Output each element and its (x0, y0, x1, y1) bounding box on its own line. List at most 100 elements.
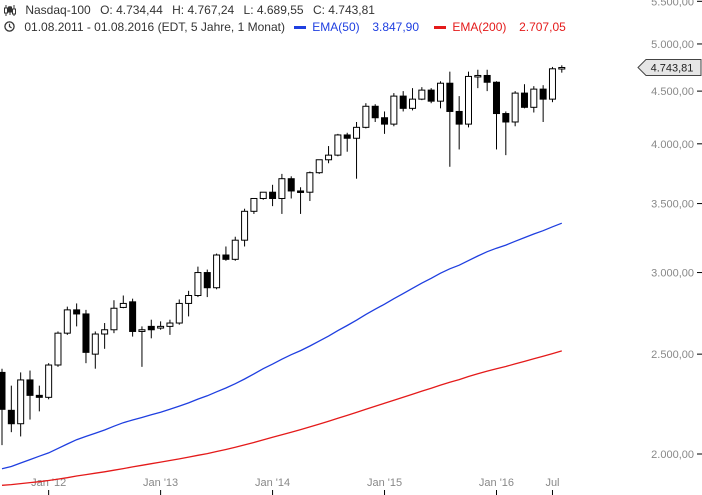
candle-body (129, 301, 137, 332)
candle[interactable] (437, 81, 445, 109)
candle[interactable] (492, 81, 500, 150)
ema50-label: EMA(50) (312, 20, 360, 34)
candle[interactable] (231, 236, 239, 261)
candle-body (259, 191, 267, 199)
x-axis: Jan '12 Jan '13 Jan '14 Jan '15 Jan '16 Jul (31, 477, 560, 495)
candle-body (390, 95, 398, 125)
candle[interactable] (315, 159, 323, 174)
candle[interactable] (91, 331, 99, 369)
candle-body (437, 82, 445, 102)
candle[interactable] (82, 309, 90, 364)
candle[interactable] (418, 87, 426, 101)
candle[interactable] (381, 111, 389, 134)
legend-ema200[interactable]: EMA(200) 2.707,05 (434, 20, 571, 34)
candle-body (63, 309, 71, 334)
candle[interactable] (241, 208, 249, 247)
candle[interactable] (530, 86, 538, 113)
date-range[interactable]: 01.08.2011 - 01.08.2016 (EDT, 5 Jahre, 1… (24, 20, 285, 34)
candle[interactable] (194, 266, 202, 298)
candle[interactable] (343, 132, 351, 152)
candle[interactable] (259, 191, 267, 200)
candle-body (287, 178, 295, 192)
candle[interactable] (362, 103, 370, 129)
candle[interactable] (287, 176, 295, 199)
y-tick-label: 4.000,00 (651, 139, 694, 151)
candle[interactable] (213, 253, 221, 290)
candle[interactable] (175, 299, 183, 325)
ema50-line (1, 222, 563, 470)
candle[interactable] (203, 269, 211, 298)
candle[interactable] (371, 104, 379, 122)
candle-body (222, 254, 230, 260)
candle-body (213, 254, 221, 289)
candle[interactable] (474, 69, 482, 89)
candle-body (194, 272, 202, 297)
candle[interactable] (353, 121, 361, 179)
x-tick-label: Jan '12 (31, 477, 66, 489)
candle-body (446, 82, 454, 112)
candle[interactable] (35, 385, 43, 412)
candle[interactable] (455, 96, 463, 150)
candle[interactable] (269, 184, 277, 207)
y-tick-label: 2.500,00 (651, 349, 694, 361)
candle[interactable] (465, 71, 472, 128)
candle[interactable] (306, 171, 314, 202)
candle[interactable] (539, 85, 547, 122)
candle[interactable] (483, 69, 491, 92)
candle[interactable] (297, 187, 305, 214)
candle-body (250, 197, 258, 212)
candle[interactable] (110, 300, 118, 334)
candle-body (35, 394, 43, 398)
candle[interactable] (101, 323, 109, 349)
candle[interactable] (63, 306, 71, 335)
legend-ema50[interactable]: EMA(50) 3.847,90 (294, 20, 425, 34)
candle-body (502, 113, 510, 123)
candle[interactable] (45, 363, 53, 400)
clock-icon[interactable] (4, 20, 18, 34)
candle[interactable] (399, 91, 407, 112)
candle[interactable] (7, 385, 15, 433)
candle[interactable] (147, 319, 155, 339)
candle[interactable] (73, 303, 81, 327)
candle[interactable] (250, 197, 258, 214)
candle-body (166, 322, 174, 327)
candle[interactable] (446, 71, 454, 167)
candle-body (26, 379, 34, 396)
candle[interactable] (185, 290, 193, 317)
y-axis: 2.000,00 2.500,00 3.000,00 3.500,00 4.000,00… (651, 0, 702, 461)
candle[interactable] (119, 295, 127, 309)
candle[interactable] (157, 321, 165, 330)
candle[interactable] (222, 246, 230, 261)
ema200-label: EMA(200) (452, 20, 507, 34)
candle[interactable] (390, 93, 398, 127)
candle[interactable] (325, 146, 333, 164)
candle[interactable] (129, 298, 137, 337)
candle[interactable] (166, 319, 174, 335)
y-tick-label: 5.500,00 (651, 0, 694, 8)
candle[interactable] (520, 84, 528, 109)
candle[interactable] (138, 326, 146, 367)
candle-body (371, 105, 379, 119)
candle[interactable] (511, 91, 519, 127)
candle[interactable] (0, 368, 6, 446)
candle[interactable] (54, 331, 62, 367)
candlestick-icon[interactable] (4, 3, 19, 17)
candle-body (157, 325, 165, 329)
candle-body (185, 295, 193, 304)
candle[interactable] (548, 66, 556, 103)
candle-body (315, 159, 323, 174)
candle-body (175, 302, 183, 324)
candle[interactable] (334, 133, 342, 157)
candle-body (483, 74, 491, 83)
candle-body (0, 371, 6, 410)
candle[interactable] (409, 88, 417, 111)
last-price-tag: 4.743,81 (637, 58, 702, 76)
candle[interactable] (502, 111, 510, 156)
candle[interactable] (427, 88, 435, 104)
low-value: L: 4.689,55 (243, 3, 304, 17)
candle[interactable] (278, 173, 286, 214)
candle[interactable] (558, 65, 566, 73)
candle[interactable] (26, 370, 34, 420)
candle[interactable] (17, 372, 25, 437)
